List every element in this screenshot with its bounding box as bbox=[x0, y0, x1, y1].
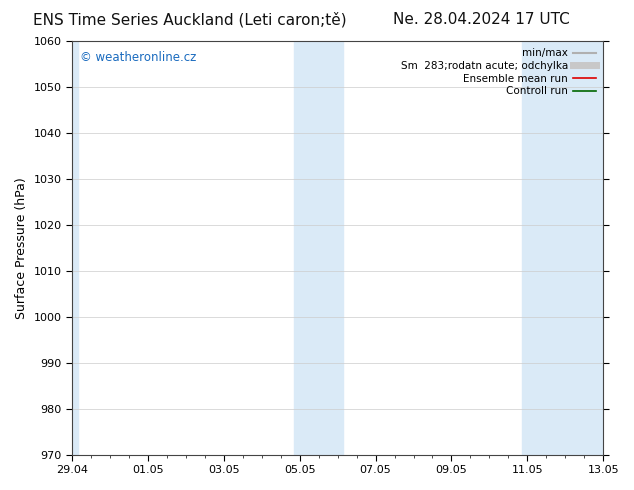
Legend: min/max, Sm  283;rodatn acute; odchylka, Ensemble mean run, Controll run: min/max, Sm 283;rodatn acute; odchylka, … bbox=[398, 46, 598, 98]
Text: Ne. 28.04.2024 17 UTC: Ne. 28.04.2024 17 UTC bbox=[394, 12, 570, 27]
Bar bbox=[522, 41, 605, 455]
Bar bbox=[70, 41, 78, 455]
Bar bbox=[294, 41, 344, 455]
Text: © weatheronline.cz: © weatheronline.cz bbox=[80, 51, 197, 64]
Y-axis label: Surface Pressure (hPa): Surface Pressure (hPa) bbox=[15, 177, 28, 318]
Text: ENS Time Series Auckland (Leti caron;tě): ENS Time Series Auckland (Leti caron;tě) bbox=[34, 12, 347, 28]
